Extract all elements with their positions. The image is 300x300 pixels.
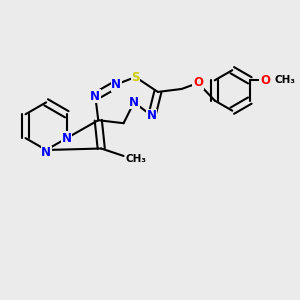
- Text: N: N: [129, 96, 139, 109]
- Text: O: O: [260, 74, 270, 87]
- Text: O: O: [193, 76, 203, 89]
- Text: N: N: [147, 109, 157, 122]
- Text: N: N: [111, 78, 121, 91]
- Text: CH₃: CH₃: [274, 75, 296, 85]
- Text: CH₃: CH₃: [126, 154, 147, 164]
- Text: S: S: [131, 70, 140, 83]
- Text: N: N: [41, 146, 51, 160]
- Text: N: N: [90, 90, 100, 103]
- Text: N: N: [62, 132, 72, 145]
